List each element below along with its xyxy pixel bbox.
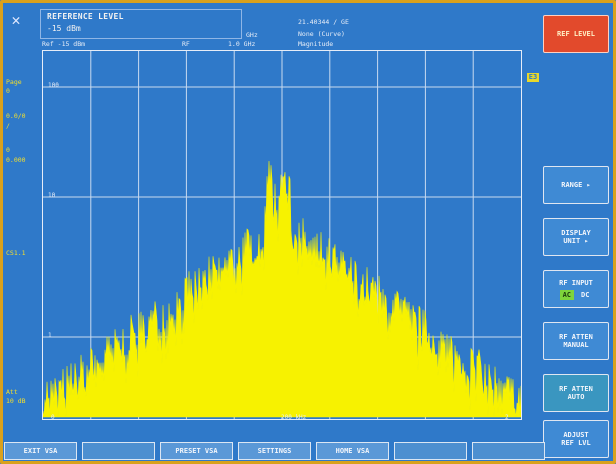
rf-atten-manual-line-2: MANUAL [563, 341, 589, 349]
side-label-value: 0.000 [6, 156, 26, 164]
ref-level-title: REFERENCE LEVEL [47, 12, 124, 21]
rf-atten-auto-line-2: AUTO [567, 393, 585, 401]
side-label-att: Att [6, 388, 18, 396]
blank-bottom-key-1[interactable] [82, 442, 155, 460]
side-label-page-value: 0 [6, 87, 10, 95]
display-unit-line-1: DISPLAY [561, 229, 591, 237]
side-label-ratio: 0.0/0 [6, 112, 26, 120]
side-label-slash: / [6, 122, 10, 130]
rf-atten-manual-softkey[interactable]: RF ATTEN MANUAL [543, 322, 609, 360]
trace-mode: Magnitude [298, 40, 334, 48]
rf-atten-manual-line-1: RF ATTEN [559, 333, 593, 341]
spectrum-plot[interactable]: 100 10 1 0 200 kHz 2 [42, 50, 522, 421]
range-softkey[interactable]: RANGE ▸ [543, 166, 609, 204]
ghz-unit: GHz [246, 31, 258, 39]
y-label-top: 100 [48, 82, 59, 89]
ref-level-softkey[interactable]: REF LEVEL [543, 15, 609, 53]
ref-level-softkey-label: REF LEVEL [557, 30, 595, 38]
rf-input-options: AC DC [559, 289, 593, 300]
exit-vsa-button[interactable]: EXIT VSA [4, 442, 77, 460]
rf-atten-auto-line-1: RF ATTEN [559, 385, 593, 393]
blank-bottom-key-2[interactable] [394, 442, 467, 460]
x-label-right: 2 [505, 414, 509, 421]
x-label-left: 0 [51, 414, 55, 421]
spectrum-svg [43, 51, 521, 419]
rf-atten-auto-softkey[interactable]: RF ATTEN AUTO [543, 374, 609, 412]
blank-bottom-key-3[interactable] [472, 442, 545, 460]
home-vsa-button[interactable]: HOME VSA [316, 442, 389, 460]
rf-label: RF [182, 40, 190, 48]
side-label-att-value: 10 dB [6, 397, 26, 405]
display-unit-line-2: UNIT ▸ [563, 237, 589, 245]
adjust-ref-line-2: REF LVL [561, 439, 591, 447]
adjust-ref-line-1: ADJUST [563, 431, 589, 439]
ref-line: Ref -15 dBm [42, 40, 86, 48]
spectrum-trace [43, 160, 521, 418]
rf-input-ac-option[interactable]: AC [559, 289, 574, 300]
adjust-ref-level-softkey[interactable]: ADJUST REF LVL [543, 420, 609, 458]
rf-input-dc-option[interactable]: DC [581, 290, 590, 299]
rf-input-softkey[interactable]: RF INPUT AC DC [543, 270, 609, 308]
x-label-center: 200 kHz [281, 414, 307, 421]
y-label-mid: 10 [48, 192, 56, 199]
mode-text: None (Curve) [298, 30, 345, 38]
display-unit-softkey[interactable]: DISPLAY UNIT ▸ [543, 218, 609, 256]
y-label-low: 1 [48, 332, 52, 339]
ref-level-value: -15 dBm [47, 24, 81, 33]
marker-tag[interactable]: E3 [527, 73, 539, 82]
spectrum-fill [43, 160, 521, 418]
range-softkey-label: RANGE ▸ [561, 181, 591, 189]
preset-vsa-button[interactable]: PRESET VSA [160, 442, 233, 460]
rf-input-label: RF INPUT [559, 278, 593, 287]
rf-value: 1.0 GHz [228, 40, 256, 48]
side-label-page: Page [6, 78, 22, 86]
center-frequency: 21.40344 / GE [298, 18, 349, 26]
side-label-zero: 0 [6, 146, 10, 154]
settings-button[interactable]: SETTINGS [238, 442, 311, 460]
reference-level-panel: REFERENCE LEVEL -15 dBm [40, 9, 242, 39]
side-label-cs: CS1.1 [6, 249, 26, 257]
rs-logo-icon: ✕ [11, 11, 21, 29]
